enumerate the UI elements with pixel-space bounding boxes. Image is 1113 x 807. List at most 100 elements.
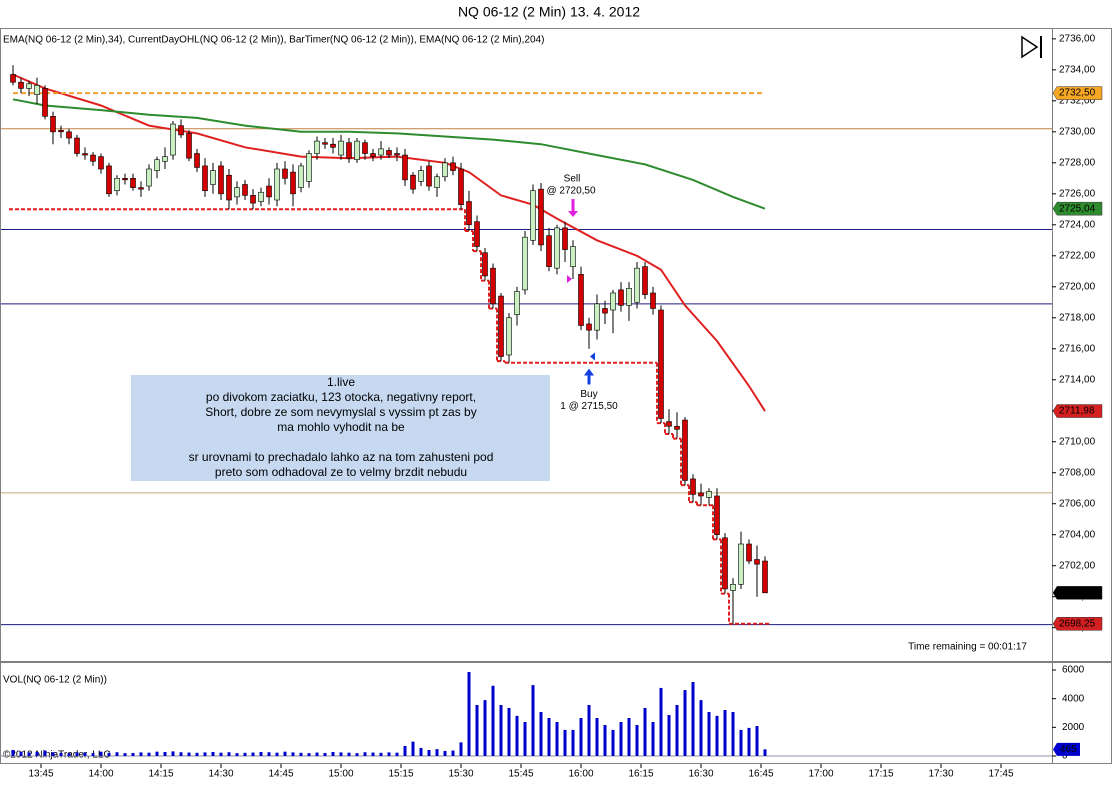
y-tick-label: 2732,00	[1059, 95, 1096, 106]
indicator-title: EMA(NQ 06-12 (2 Min),34), CurrentDayOHL(…	[3, 35, 544, 46]
volume-bar	[67, 753, 71, 756]
trade-label: 1 @ 2715,50	[560, 401, 618, 412]
volume-bar	[131, 752, 135, 756]
volume-marker	[1053, 742, 1080, 756]
volume-bar	[115, 752, 119, 756]
trade-arrow-head	[568, 211, 578, 218]
volume-bar	[563, 729, 567, 756]
volume-bar	[75, 752, 79, 756]
x-tick-label: 15:00	[328, 769, 353, 780]
play-icon[interactable]	[1021, 35, 1039, 59]
candle-body	[578, 274, 584, 326]
volume-bar	[763, 749, 767, 756]
candle-body	[354, 140, 360, 161]
volume-bar	[275, 752, 279, 756]
ema-line	[12, 98, 766, 210]
price-marker	[1052, 86, 1103, 100]
candle-body	[154, 159, 160, 171]
candle-body	[442, 162, 448, 178]
volume-bar	[683, 690, 687, 756]
x-tick-label: 17:30	[928, 769, 953, 780]
candle-body	[506, 317, 512, 356]
trade-name: Sell	[564, 174, 581, 185]
chart-title: NQ 06-12 (2 Min) 13. 4. 2012	[458, 4, 640, 20]
candle-body	[306, 153, 312, 182]
candle-body	[642, 266, 648, 295]
volume-bar	[555, 722, 559, 756]
candle-body	[482, 252, 488, 277]
volume-bar	[731, 711, 735, 756]
x-tick-label: 16:45	[748, 769, 773, 780]
volume-bar	[307, 753, 311, 756]
candle-body	[362, 142, 368, 154]
scroll-icon[interactable]	[1021, 35, 1042, 59]
candle-body	[594, 303, 600, 331]
volume-bar	[651, 722, 655, 756]
volume-bar	[155, 751, 159, 756]
y-tick-label: 2720,00	[1059, 281, 1096, 292]
volume-bar	[11, 749, 15, 756]
candle-body	[226, 174, 232, 201]
candle-body	[170, 123, 176, 156]
volume-bar	[507, 707, 511, 756]
candle-body	[746, 543, 752, 562]
candle-body	[330, 143, 336, 148]
x-tick-label: 15:45	[508, 769, 533, 780]
x-tick-label: 14:45	[268, 769, 293, 780]
candle-body	[26, 83, 32, 89]
note-box	[131, 375, 550, 481]
price-panel	[0, 28, 1112, 662]
volume-bar	[83, 752, 87, 756]
candle-body	[42, 88, 48, 117]
price-marker-label: 2732,50	[1059, 88, 1096, 99]
volume-bar	[19, 751, 23, 756]
candle-body	[522, 236, 528, 291]
volume-bar	[331, 751, 335, 756]
y-tick-label: 0	[1062, 751, 1068, 762]
candle-body	[498, 295, 504, 357]
volume-bar	[347, 752, 351, 756]
candle-body	[90, 154, 96, 162]
candle-body	[394, 153, 400, 156]
note-line: sr urovnami to prechadalo lahko az na to…	[189, 450, 494, 464]
candle-body	[546, 235, 552, 267]
copyright: ©2012 NinjaTrader, LLC	[3, 750, 111, 761]
volume-bar	[627, 718, 631, 756]
volume-bar	[235, 753, 239, 756]
price-marker-label: 2698,25	[1059, 618, 1096, 629]
y-tick-label: 6000	[1062, 665, 1085, 676]
candle-body	[218, 165, 224, 195]
volume-bar	[451, 750, 455, 756]
volume-bar	[251, 752, 255, 756]
y-tick-label: 2736,00	[1059, 33, 1096, 44]
trade-name: Buy	[580, 389, 597, 400]
volume-bar	[715, 715, 719, 756]
volume-bar	[147, 752, 151, 756]
candle-body	[194, 153, 200, 168]
volume-bar	[299, 752, 303, 756]
candle-body	[570, 246, 576, 267]
volume-bar	[571, 729, 575, 756]
volume-bar	[755, 726, 759, 756]
price-marker-label: 2700,25	[1059, 587, 1096, 598]
volume-title: VOL(NQ 06-12 (2 Min))	[3, 675, 107, 686]
candle-body	[186, 133, 192, 159]
volume-bar	[291, 752, 295, 756]
volume-bar	[515, 715, 519, 756]
volume-bar	[739, 729, 743, 756]
candle-body	[314, 140, 320, 154]
volume-bar	[443, 750, 447, 756]
bar-timer: Time remaining = 00:01:17	[908, 642, 1027, 653]
candle-body	[618, 289, 624, 306]
x-tick-label: 14:15	[148, 769, 173, 780]
x-tick-label: 14:30	[208, 769, 233, 780]
volume-marker-label: 465	[1060, 744, 1077, 755]
candle-body	[106, 165, 112, 195]
candle-body	[386, 150, 392, 156]
volume-bar	[227, 752, 231, 756]
candle-body	[58, 129, 64, 133]
candle-body	[690, 478, 696, 495]
candle-body	[378, 148, 384, 156]
candle-body	[754, 559, 760, 565]
volume-bar	[747, 727, 751, 756]
